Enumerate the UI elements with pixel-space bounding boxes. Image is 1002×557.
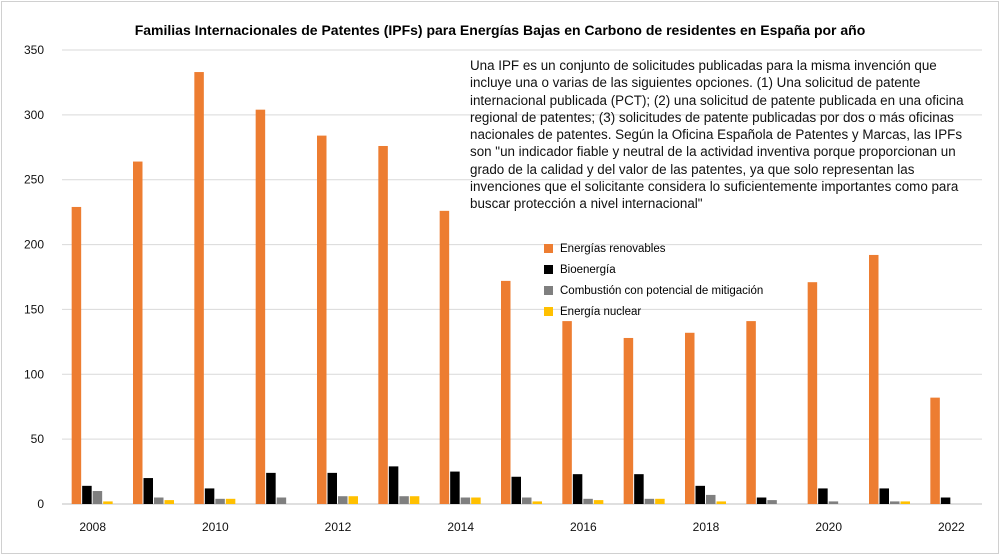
- bar-energ-as-renovables-2019: [746, 321, 756, 504]
- bar-energ-a-nuclear-2013: [409, 496, 420, 504]
- bar-energ-a-nuclear-2008: [103, 501, 113, 504]
- x-axis-ticks: 2008 2010 2012 2014 2016 2018 2020 2022: [79, 520, 965, 534]
- bar-combusti-n-con-potencial-de-mitigaci-n-2009: [154, 497, 164, 504]
- bar-energ-as-renovables-2015: [501, 280, 511, 504]
- bar-energ-a-nuclear-2012: [348, 496, 358, 504]
- x-tick-label: 2020: [815, 520, 842, 534]
- bar-energ-as-renovables-2012: [317, 135, 327, 504]
- legend-swatch: [544, 265, 553, 274]
- bar-bioenerg-a-2008: [82, 485, 92, 504]
- bar-combusti-n-con-potencial-de-mitigaci-n-2020: [828, 501, 839, 504]
- y-tick-label: 50: [31, 432, 45, 446]
- legend-item: Combustión con potencial de mitigación: [544, 280, 804, 301]
- bar-bioenerg-a-2021: [879, 488, 889, 504]
- legend-swatch: [544, 307, 553, 316]
- chart-legend: Energías renovables Bioenergía Combustión …: [544, 238, 804, 322]
- chart-title: Familias Internacionales de Patentes (IP…: [135, 22, 866, 38]
- y-tick-label: 250: [24, 173, 44, 187]
- y-tick-label: 0: [37, 497, 44, 511]
- bar-energ-a-nuclear-2015: [532, 501, 542, 504]
- bar-combusti-n-con-potencial-de-mitigaci-n-2015: [522, 497, 532, 504]
- bar-energ-a-nuclear-2016: [593, 500, 604, 504]
- bar-bioenerg-a-2022: [940, 497, 951, 504]
- bar-combusti-n-con-potencial-de-mitigaci-n-2008: [92, 491, 103, 504]
- legend-item: Bioenergía: [544, 259, 804, 280]
- bar-combusti-n-con-potencial-de-mitigaci-n-2019: [767, 500, 777, 504]
- legend-item: Energía nuclear: [544, 301, 804, 322]
- y-tick-label: 150: [24, 302, 44, 316]
- bar-bioenerg-a-2010: [204, 488, 215, 504]
- legend-label: Bioenergía: [560, 263, 616, 276]
- y-tick-label: 350: [24, 43, 44, 57]
- bar-energ-a-nuclear-2021: [900, 501, 910, 504]
- y-tick-label: 100: [24, 367, 44, 381]
- bar-combusti-n-con-potencial-de-mitigaci-n-2017: [644, 498, 655, 504]
- grid-lines: [62, 49, 982, 505]
- x-tick-label: 2018: [693, 520, 720, 534]
- bar-energ-as-renovables-2011: [255, 109, 266, 504]
- bar-energ-as-renovables-2022: [930, 397, 940, 504]
- bar-combusti-n-con-potencial-de-mitigaci-n-2021: [890, 501, 900, 504]
- bar-energ-as-renovables-2020: [807, 282, 818, 504]
- x-tick-label: 2022: [938, 520, 965, 534]
- bar-combusti-n-con-potencial-de-mitigaci-n-2014: [460, 497, 471, 504]
- bar-energ-a-nuclear-2009: [164, 500, 174, 504]
- bar-energ-a-nuclear-2010: [225, 498, 236, 504]
- bar-combusti-n-con-potencial-de-mitigaci-n-2016: [583, 498, 593, 504]
- bar-energ-as-renovables-2018: [685, 332, 695, 504]
- legend-item: Energías renovables: [544, 238, 804, 259]
- bar-bioenerg-a-2012: [327, 472, 337, 504]
- bar-energ-as-renovables-2008: [71, 206, 82, 504]
- bar-bioenerg-a-2020: [818, 488, 828, 504]
- bar-bioenerg-a-2011: [266, 472, 276, 504]
- bar-bioenerg-a-2018: [695, 485, 705, 504]
- bar-bioenerg-a-2017: [634, 474, 644, 504]
- bar-energ-as-renovables-2021: [869, 254, 879, 504]
- y-axis-ticks: 0 50 100 150 200 250 300 350: [24, 43, 44, 511]
- bar-combusti-n-con-potencial-de-mitigaci-n-2010: [215, 498, 225, 504]
- bar-combusti-n-con-potencial-de-mitigaci-n-2011: [276, 497, 287, 504]
- x-tick-label: 2014: [447, 520, 474, 534]
- bar-energ-a-nuclear-2018: [716, 501, 726, 504]
- legend-swatch: [544, 286, 553, 295]
- legend-label: Energías renovables: [560, 242, 666, 255]
- legend-label: Combustión con potencial de mitigación: [560, 284, 764, 297]
- bar-energ-as-renovables-2009: [133, 161, 143, 504]
- x-tick-label: 2008: [79, 520, 106, 534]
- bar-energ-as-renovables-2016: [562, 321, 572, 504]
- bar-energ-a-nuclear-2017: [655, 498, 665, 504]
- bar-combusti-n-con-potencial-de-mitigaci-n-2018: [706, 494, 716, 504]
- x-tick-label: 2010: [202, 520, 229, 534]
- chart-annotation: Una IPF es un conjunto de solicitudes pu…: [470, 58, 964, 212]
- bar-bioenerg-a-2013: [388, 466, 399, 504]
- bar-energ-as-renovables-2014: [439, 210, 450, 505]
- bar-bioenerg-a-2019: [756, 497, 767, 504]
- legend-swatch: [544, 244, 553, 253]
- x-tick-label: 2016: [570, 520, 597, 534]
- bar-energ-as-renovables-2017: [623, 337, 634, 504]
- bar-bioenerg-a-2014: [450, 471, 460, 504]
- y-tick-label: 300: [24, 108, 44, 122]
- bar-energ-as-renovables-2013: [378, 145, 388, 504]
- bar-bioenerg-a-2015: [511, 476, 521, 504]
- x-tick-label: 2012: [325, 520, 352, 534]
- y-tick-label: 200: [24, 238, 44, 252]
- bar-combusti-n-con-potencial-de-mitigaci-n-2013: [399, 496, 409, 504]
- bars: [71, 72, 951, 505]
- bar-bioenerg-a-2016: [572, 474, 583, 504]
- bar-energ-as-renovables-2010: [194, 72, 204, 505]
- bar-energ-a-nuclear-2014: [471, 497, 481, 504]
- bar-bioenerg-a-2009: [143, 478, 153, 504]
- bar-combusti-n-con-potencial-de-mitigaci-n-2012: [338, 496, 348, 504]
- legend-label: Energía nuclear: [560, 305, 642, 318]
